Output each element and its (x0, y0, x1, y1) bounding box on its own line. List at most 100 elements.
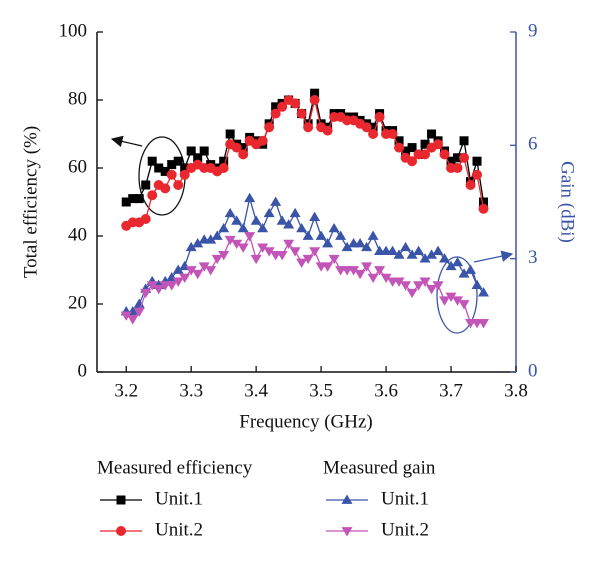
x-tick-label: 3.7 (439, 380, 463, 401)
marker (432, 281, 444, 291)
marker (452, 256, 464, 267)
marker (160, 166, 170, 176)
marker (459, 152, 470, 163)
y2-tick-label: 3 (528, 247, 538, 268)
marker (271, 102, 281, 112)
marker (237, 243, 249, 253)
marker (121, 197, 131, 207)
marker (237, 222, 249, 233)
marker (354, 238, 366, 248)
marker (244, 232, 256, 242)
marker (276, 215, 288, 225)
marker (361, 241, 373, 252)
marker (322, 238, 334, 248)
marker (322, 262, 334, 272)
legend-marker (116, 495, 126, 505)
y-tick-label: 100 (59, 20, 88, 41)
marker (179, 273, 191, 284)
annotation-ellipse (436, 256, 478, 334)
marker (172, 277, 184, 287)
marker (283, 219, 295, 229)
marker (478, 203, 489, 214)
marker (128, 194, 138, 204)
marker (277, 101, 288, 112)
marker (420, 139, 430, 149)
marker (393, 277, 405, 287)
marker (218, 222, 230, 233)
marker (354, 269, 366, 280)
y-tick-label: 20 (68, 292, 87, 313)
marker (270, 196, 282, 206)
marker (374, 112, 385, 122)
marker (173, 156, 183, 166)
marker (310, 88, 320, 98)
marker (303, 122, 314, 133)
marker (427, 129, 437, 139)
marker (309, 247, 321, 257)
marker (147, 156, 157, 166)
marker (154, 163, 164, 173)
marker (348, 266, 360, 276)
marker (328, 222, 340, 233)
legend-label: Unit.2 (155, 519, 203, 540)
marker (185, 266, 197, 276)
marker (270, 108, 281, 119)
y-tick-label: 80 (68, 88, 87, 109)
marker (302, 254, 314, 265)
marker (478, 287, 490, 297)
marker (218, 251, 230, 261)
marker (400, 241, 412, 252)
marker (276, 251, 288, 261)
marker (172, 264, 184, 274)
marker (472, 156, 482, 166)
marker (368, 122, 378, 132)
marker (205, 234, 217, 244)
marker (407, 156, 418, 167)
marker (471, 279, 483, 289)
marker (264, 122, 275, 133)
marker (231, 215, 243, 225)
marker (328, 254, 340, 265)
marker (367, 230, 379, 240)
marker (160, 183, 171, 194)
marker (472, 169, 483, 180)
y-tick-label: 0 (78, 360, 88, 381)
marker (394, 142, 405, 153)
marker (146, 281, 158, 291)
marker (224, 235, 236, 246)
annotation-ellipse (138, 136, 186, 216)
marker (147, 190, 158, 201)
marker (420, 149, 431, 160)
marker (199, 146, 209, 156)
marker (192, 238, 204, 248)
legend-label: Unit.2 (381, 519, 429, 540)
x-tick-label: 3.5 (309, 380, 333, 401)
marker (439, 296, 451, 306)
marker (225, 129, 235, 139)
legend-title: Measured gain (323, 457, 436, 478)
marker (433, 139, 444, 150)
marker (419, 277, 431, 287)
marker (257, 243, 269, 253)
marker (219, 156, 229, 166)
marker (452, 163, 463, 173)
marker (193, 153, 203, 163)
marker (180, 163, 190, 173)
legend-label: Unit.1 (155, 488, 203, 509)
marker (211, 230, 223, 240)
marker (309, 211, 321, 221)
marker (387, 129, 398, 139)
marker (406, 288, 418, 299)
marker (400, 281, 412, 291)
marker (413, 281, 425, 291)
y2-axis-label: Gain (dBi) (557, 161, 578, 243)
x-tick-label: 3.8 (504, 380, 528, 401)
marker (167, 160, 177, 170)
x-tick-label: 3.4 (244, 380, 268, 401)
marker (186, 146, 196, 156)
marker (153, 285, 165, 295)
x-tick-label: 3.2 (114, 380, 138, 401)
marker (185, 241, 197, 252)
marker (413, 245, 425, 255)
